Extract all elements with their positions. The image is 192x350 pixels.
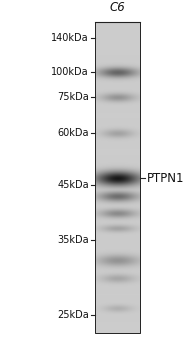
Text: 60kDa: 60kDa	[57, 128, 89, 138]
Text: 140kDa: 140kDa	[51, 33, 89, 43]
Text: 25kDa: 25kDa	[57, 310, 89, 320]
Text: 100kDa: 100kDa	[51, 67, 89, 77]
Text: 75kDa: 75kDa	[57, 92, 89, 102]
Text: 35kDa: 35kDa	[57, 235, 89, 245]
Text: C6: C6	[110, 1, 125, 14]
Bar	[95, 22, 140, 333]
Text: 45kDa: 45kDa	[57, 180, 89, 190]
Text: PTPN1: PTPN1	[147, 172, 185, 184]
